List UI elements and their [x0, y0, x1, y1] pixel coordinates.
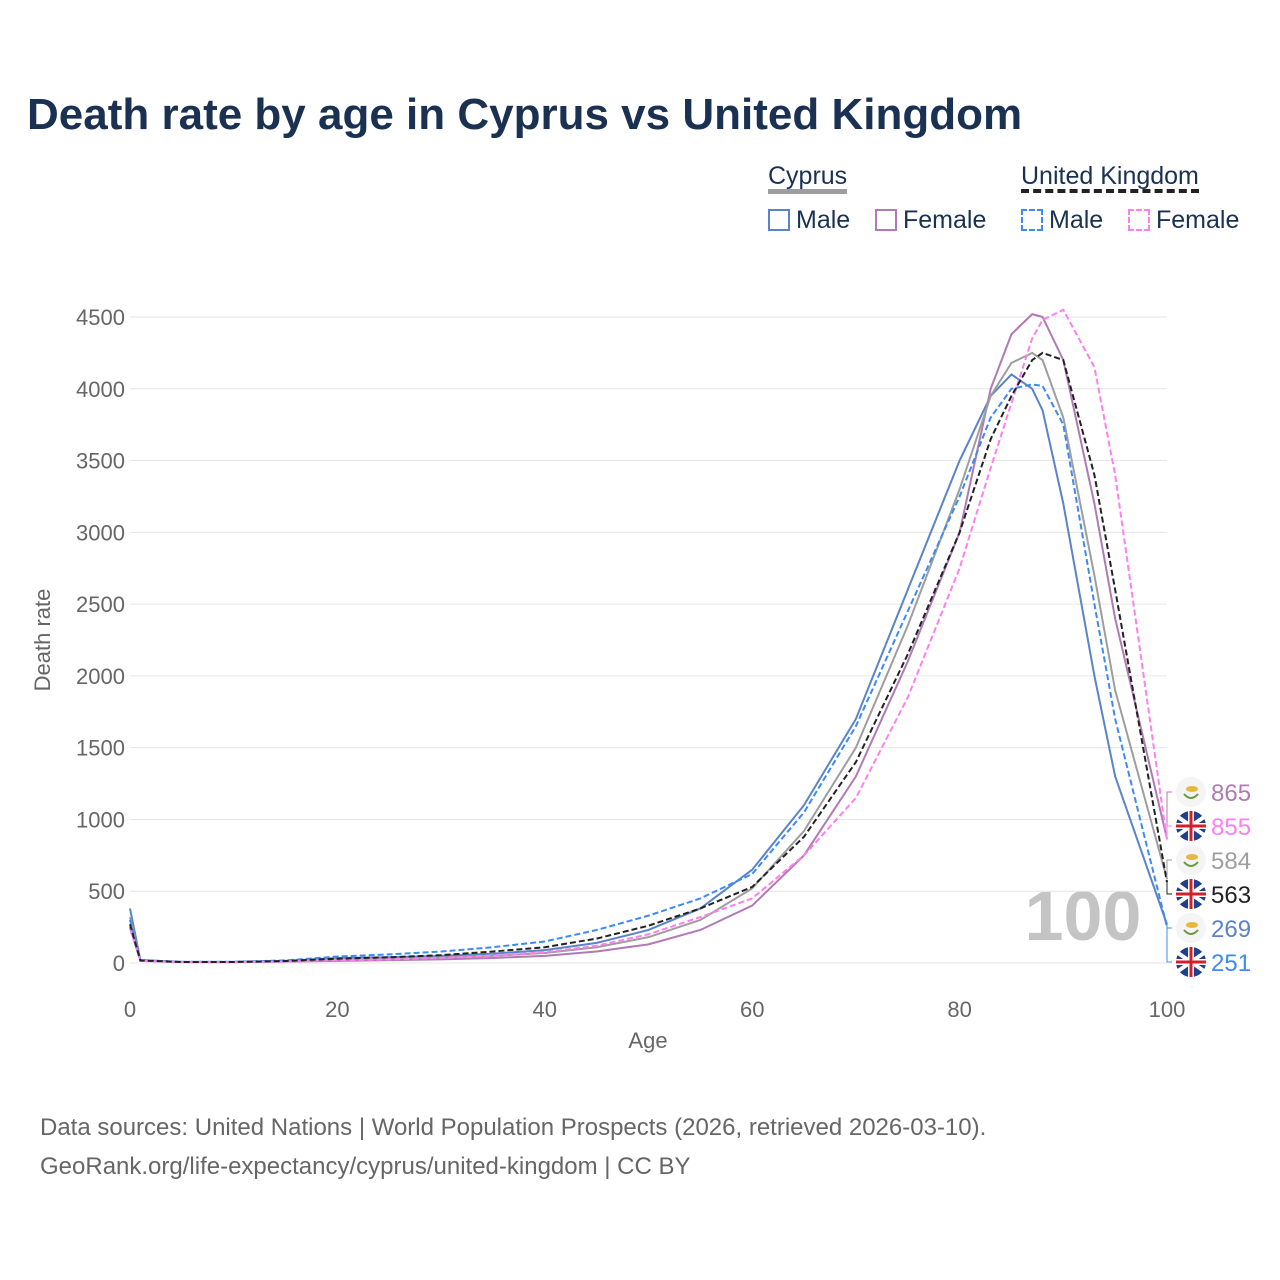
uk-flag-cross-red [1176, 879, 1206, 909]
source-note: Data sources: United Nations | World Pop… [40, 1108, 986, 1186]
legend-label: Male [796, 206, 851, 234]
y-tick-label: 2500 [76, 592, 125, 617]
end-value-label: 584 [1211, 848, 1251, 875]
series-line-united-kingdom-male [129, 383, 1168, 963]
legend-swatch [1021, 209, 1043, 231]
cyprus-flag-icon [1176, 777, 1206, 807]
legend-label: Female [1156, 206, 1240, 234]
y-tick-label: 500 [88, 879, 125, 904]
legend-swatch [875, 209, 897, 231]
legend-group-uk: United Kingdom [1021, 163, 1199, 193]
cyprus-island [1186, 854, 1198, 860]
series-line-united-kingdom-female [129, 308, 1168, 964]
x-tick-label: 0 [124, 997, 136, 1022]
series-line-cyprus-male [129, 373, 1168, 963]
end-label-connector [1166, 859, 1172, 880]
y-tick-label: 1000 [76, 807, 125, 832]
y-tick-label: 3500 [76, 449, 125, 474]
uk-flag-cross-red [1176, 947, 1206, 977]
end-value-label: 269 [1211, 916, 1251, 943]
x-axis-label: Age [628, 1028, 667, 1053]
legend-group-cyprus: Cyprus [768, 163, 848, 194]
legend-label: Female [903, 206, 987, 234]
cyprus-island [1186, 922, 1198, 928]
plot-area: 100 050010001500200025003000350040004500… [30, 305, 1251, 1053]
cyprus-olive [1183, 793, 1199, 799]
legend-uk-male[interactable]: Male [1021, 206, 1103, 235]
y-tick-label: 3000 [76, 520, 125, 545]
uk-flag-cross-red [1176, 811, 1206, 841]
series-line-cyprus-total [129, 351, 1168, 963]
cyprus-island [1186, 786, 1198, 792]
y-tick-label: 1500 [76, 736, 125, 761]
y-axis-label: Death rate [30, 589, 55, 692]
end-label-connector [1166, 825, 1172, 841]
year-watermark: 100 [1025, 877, 1142, 955]
cyprus-olive [1183, 929, 1199, 935]
cyprus-olive [1183, 861, 1199, 867]
legend-swatch [768, 209, 790, 231]
source-line: Data sources: United Nations | World Pop… [40, 1114, 987, 1141]
end-label-connector [1166, 791, 1172, 839]
series-line-cyprus-female [129, 313, 1168, 964]
y-tick-label: 4500 [76, 305, 125, 330]
end-value-label: 855 [1211, 814, 1251, 841]
page-title: Death rate by age in Cyprus vs United Ki… [27, 90, 1023, 139]
legend-cyprus-male[interactable]: Male [768, 206, 850, 235]
y-tick-label: 2000 [76, 664, 125, 689]
legend-swatch [1128, 209, 1150, 231]
cyprus-flag-icon [1176, 913, 1206, 943]
series-line-united-kingdom-total [129, 351, 1168, 963]
x-tick-label: 60 [740, 997, 764, 1022]
x-tick-label: 20 [325, 997, 349, 1022]
end-value-label: 563 [1211, 882, 1251, 909]
legend-label: Male [1049, 206, 1104, 234]
end-value-label: 251 [1211, 950, 1251, 977]
x-tick-label: 80 [947, 997, 971, 1022]
y-tick-label: 4000 [76, 377, 125, 402]
source-link[interactable]: GeoRank.org/life-expectancy/cyprus/unite… [40, 1153, 691, 1180]
cyprus-flag-icon [1176, 845, 1206, 875]
end-value-label: 865 [1211, 780, 1251, 807]
end-label-connector [1166, 882, 1172, 895]
end-label-connector [1166, 924, 1172, 929]
x-tick-label: 40 [533, 997, 557, 1022]
legend-cyprus-female[interactable]: Female [875, 206, 986, 235]
legend-uk-female[interactable]: Female [1128, 206, 1239, 235]
x-tick-label: 100 [1149, 997, 1186, 1022]
y-tick-label: 0 [113, 951, 125, 976]
end-label-connector [1166, 926, 1172, 963]
